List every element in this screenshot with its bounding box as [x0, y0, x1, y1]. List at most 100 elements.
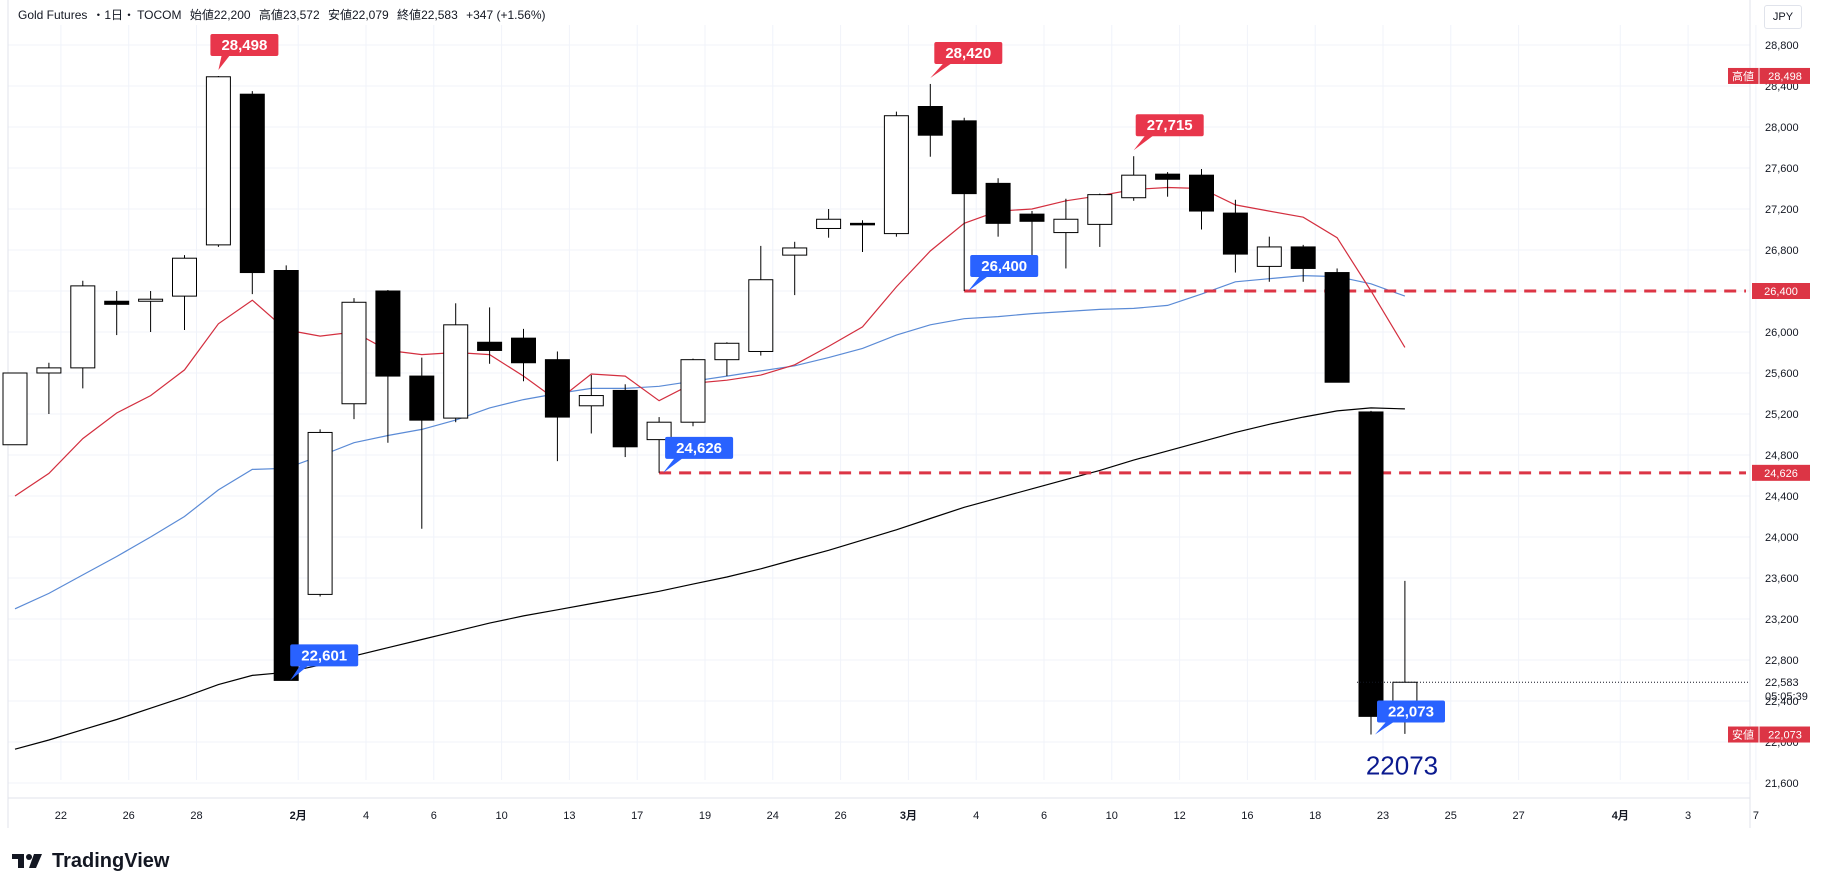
price-callout[interactable]: 24,626 — [663, 436, 734, 473]
price-axis: 21,60022,00022,40022,80023,20023,60024,0… — [1765, 40, 1799, 790]
axis-marker-tag — [1728, 67, 1810, 84]
brand-name: TradingView — [52, 849, 170, 872]
candle[interactable] — [375, 289, 401, 443]
candle-body-up — [307, 431, 333, 595]
candle[interactable] — [917, 83, 943, 157]
candle[interactable] — [816, 209, 842, 238]
currency-button[interactable]: JPY — [1764, 5, 1802, 29]
candle[interactable] — [239, 91, 265, 295]
price-callout[interactable]: 28,498 — [210, 33, 279, 70]
time-tick-label: 10 — [1106, 810, 1118, 822]
callout-box — [290, 644, 359, 667]
interval-label[interactable]: ・1日・ — [92, 8, 136, 22]
candle-body-up — [578, 395, 604, 407]
candle[interactable] — [1087, 193, 1113, 247]
time-tick-label: 19 — [699, 810, 711, 822]
ma-long-line — [14, 407, 1405, 750]
candle[interactable] — [307, 429, 333, 597]
time-tick-label: 6 — [431, 810, 437, 822]
candle[interactable] — [1256, 236, 1282, 282]
candle[interactable] — [205, 75, 231, 247]
candle-body-up — [205, 76, 231, 246]
close-value: 22,583 — [421, 8, 458, 22]
candle[interactable] — [1290, 244, 1316, 282]
candle[interactable] — [1121, 156, 1147, 201]
candle-body-down — [850, 222, 875, 226]
candle-body-up — [1121, 174, 1147, 199]
callout-box — [934, 41, 1003, 64]
candle-body-up — [782, 247, 808, 256]
candle-body-down — [511, 337, 536, 364]
candle[interactable] — [883, 111, 909, 237]
candle-body-down — [273, 270, 299, 681]
candle[interactable] — [1358, 410, 1384, 735]
time-tick-label: 17 — [631, 810, 643, 822]
candle-body-down — [104, 300, 130, 305]
candle[interactable] — [951, 117, 977, 291]
candle[interactable] — [477, 307, 503, 364]
candle[interactable] — [2, 372, 28, 446]
candle-body-down — [1155, 173, 1181, 180]
candle[interactable] — [748, 245, 774, 356]
candle[interactable] — [1155, 172, 1181, 197]
time-tick-label: 16 — [1241, 810, 1253, 822]
candle-body-up — [341, 301, 367, 405]
candle[interactable] — [1324, 268, 1350, 383]
candle[interactable] — [273, 265, 299, 681]
candle[interactable] — [36, 362, 62, 414]
candle[interactable] — [680, 358, 706, 427]
time-tick-label: 26 — [834, 810, 846, 822]
close-label: 終値 — [397, 8, 422, 22]
candle[interactable] — [646, 417, 672, 473]
candle[interactable] — [1053, 198, 1079, 269]
change-value: +347 (+1.56%) — [466, 8, 546, 22]
candle-body-down — [1189, 174, 1214, 212]
callout-box — [1135, 114, 1204, 137]
time-tick-label: 3月 — [900, 809, 917, 822]
candle[interactable] — [138, 291, 164, 332]
price-callout[interactable]: 22,601 — [290, 644, 359, 681]
candle[interactable] — [985, 178, 1011, 237]
candle-body-up — [714, 342, 740, 361]
candle[interactable] — [70, 280, 96, 389]
candle-body-up — [70, 285, 96, 369]
candle[interactable] — [782, 241, 808, 296]
candle[interactable] — [1189, 169, 1214, 230]
chart-header: Gold Futures ・1日・ TOCOM 始値22,200 高値23,572 … — [18, 6, 551, 23]
candle[interactable] — [544, 351, 570, 462]
time-tick-label: 18 — [1309, 810, 1321, 822]
candle[interactable] — [1222, 199, 1248, 273]
candle[interactable] — [714, 342, 740, 377]
price-callout[interactable]: 27,715 — [1133, 114, 1204, 151]
open-label: 始値 — [189, 8, 214, 22]
candle[interactable] — [409, 357, 435, 529]
time-tick-label: 27 — [1512, 810, 1524, 822]
candles — [2, 75, 1418, 735]
candle[interactable] — [850, 220, 875, 253]
candle[interactable] — [1019, 211, 1045, 259]
callout-pointer — [663, 454, 688, 473]
candle[interactable] — [341, 298, 367, 420]
last-price-label: 22,583 — [1765, 677, 1799, 689]
candle[interactable] — [172, 255, 197, 330]
time-tick-label: 10 — [495, 810, 507, 822]
axis-marker-prefix: 安値 — [1732, 728, 1754, 742]
candle-body-up — [883, 115, 909, 235]
price-callout[interactable]: 28,420 — [930, 41, 1003, 78]
dashed-level-axis-label: 26,400 — [1764, 286, 1798, 298]
candle[interactable] — [443, 303, 469, 423]
symbol-name[interactable]: Gold Futures — [18, 8, 88, 22]
price-tick-label: 24,800 — [1765, 450, 1799, 462]
candle[interactable] — [578, 375, 604, 434]
candle[interactable] — [511, 328, 536, 382]
price-callout[interactable]: 26,400 — [968, 255, 1039, 291]
price-tick-label: 25,200 — [1765, 409, 1799, 421]
candle[interactable] — [104, 291, 130, 336]
candle[interactable] — [612, 384, 638, 458]
candle-body-down — [409, 375, 435, 421]
candle-body-down — [375, 290, 401, 377]
price-callout[interactable]: 22,073 — [1375, 700, 1445, 735]
tradingview-logo[interactable]: TradingView — [12, 850, 169, 872]
time-tick-label: 26 — [123, 810, 135, 822]
